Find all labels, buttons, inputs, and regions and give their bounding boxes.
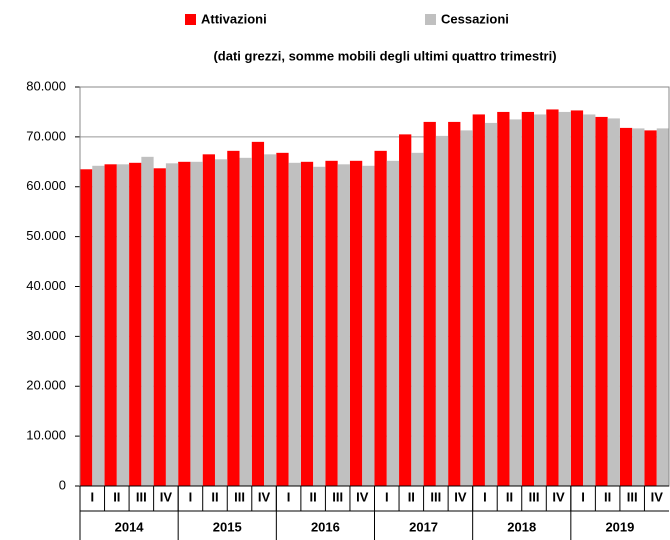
bar <box>644 130 657 487</box>
x-tick-label: II <box>408 489 415 504</box>
bar <box>300 161 314 486</box>
bar <box>337 164 350 486</box>
bar <box>595 116 608 487</box>
x-tick-label: III <box>332 489 343 504</box>
x-tick-label: II <box>211 489 218 504</box>
legend-swatch <box>425 14 436 25</box>
x-tick-label: IV <box>160 489 173 504</box>
bar <box>264 154 277 487</box>
y-tick-label: 60.000 <box>26 178 66 193</box>
x-group-label: 2019 <box>605 519 634 534</box>
x-group-label: 2015 <box>213 519 242 534</box>
bar <box>178 161 191 486</box>
bar <box>288 162 301 486</box>
x-tick-label: II <box>310 489 317 504</box>
bar <box>374 150 387 486</box>
bar <box>570 110 584 486</box>
x-group-label: 2016 <box>311 519 340 534</box>
bar <box>165 163 179 486</box>
bar <box>423 121 436 486</box>
bar <box>619 127 633 487</box>
bar <box>509 119 522 486</box>
bar <box>460 130 473 487</box>
bar <box>362 165 375 487</box>
bar <box>546 109 559 486</box>
legend-swatch <box>185 14 196 25</box>
y-tick-label: 20.000 <box>26 378 66 393</box>
bar <box>313 166 326 487</box>
bar <box>472 114 485 487</box>
x-tick-label: III <box>234 489 245 504</box>
x-tick-label: IV <box>454 489 467 504</box>
bar <box>202 154 215 487</box>
bar <box>129 162 142 486</box>
y-tick-label: 10.000 <box>26 428 66 443</box>
y-tick-label: 80.000 <box>26 78 66 93</box>
y-tick-label: 70.000 <box>26 128 66 143</box>
x-tick-label: III <box>627 489 638 504</box>
x-tick-label: III <box>430 489 441 504</box>
bar <box>190 161 203 486</box>
bar <box>583 114 596 487</box>
bar <box>349 160 363 486</box>
x-tick-label: I <box>287 489 291 504</box>
x-tick-label: IV <box>552 489 565 504</box>
y-tick-label: 30.000 <box>26 328 66 343</box>
bar <box>521 111 535 486</box>
bar <box>251 141 265 487</box>
x-tick-label: IV <box>258 489 271 504</box>
bar <box>534 114 547 487</box>
x-tick-label: III <box>136 489 147 504</box>
bar <box>484 122 498 486</box>
y-tick-label: 0 <box>59 477 66 492</box>
y-tick-label: 50.000 <box>26 228 66 243</box>
bar <box>325 160 338 486</box>
y-tick-label: 40.000 <box>26 278 66 293</box>
x-tick-label: II <box>506 489 513 504</box>
x-tick-label: IV <box>356 489 369 504</box>
bar <box>632 128 645 487</box>
bar <box>411 152 424 486</box>
bar <box>153 168 166 486</box>
x-tick-label: II <box>113 489 120 504</box>
x-group-label: 2014 <box>115 519 145 534</box>
bar <box>656 128 669 487</box>
bar <box>448 121 461 486</box>
x-tick-label: II <box>604 489 611 504</box>
bar <box>399 134 412 486</box>
x-tick-label: I <box>189 489 193 504</box>
x-tick-label: IV <box>651 489 664 504</box>
bar <box>386 160 400 486</box>
x-tick-label: I <box>483 489 487 504</box>
x-tick-label: III <box>529 489 540 504</box>
bar <box>227 150 240 486</box>
bar <box>104 164 117 486</box>
bar <box>276 152 289 486</box>
bar <box>80 169 93 486</box>
x-tick-label: I <box>90 489 94 504</box>
bar <box>116 164 130 486</box>
x-group-label: 2017 <box>409 519 438 534</box>
x-tick-label: I <box>581 489 585 504</box>
x-group-label: 2018 <box>507 519 536 534</box>
bar <box>607 118 620 486</box>
bar <box>497 111 510 486</box>
bar <box>141 156 154 486</box>
bar <box>92 165 105 487</box>
x-tick-label: I <box>385 489 389 504</box>
chart-subtitle: (dati grezzi, somme mobili degli ultimi … <box>213 48 556 63</box>
legend-label: Cessazioni <box>441 11 509 26</box>
legend-label: Attivazioni <box>201 11 267 26</box>
bar <box>435 135 449 486</box>
bar <box>214 159 228 486</box>
bar <box>239 157 252 486</box>
bar <box>558 111 571 486</box>
